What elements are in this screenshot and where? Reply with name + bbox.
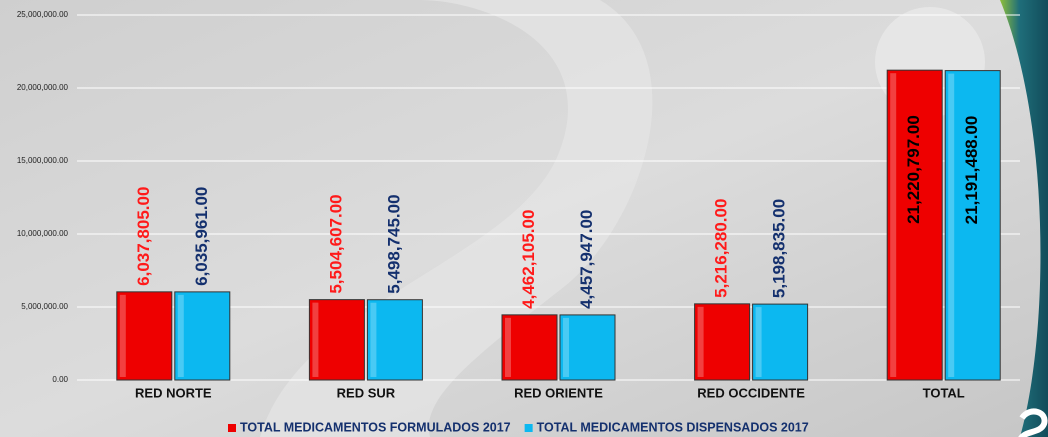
bar-highlight [312,302,319,377]
bar [944,70,1001,381]
plot: 0.00 5,000,000.00 10,000,000.00 15,000,000.… [17,10,1020,434]
bar [886,69,943,381]
bar-highlight [697,306,704,377]
bar [366,299,423,381]
y-tick-label: 15,000,000.00 [17,156,69,165]
x-tick-label: RED SUR [337,385,396,400]
bar [116,291,173,381]
y-tick-label: 20,000,000.00 [17,83,69,92]
legend-swatch [228,424,236,432]
bar [501,314,558,381]
value-label: 4,462,105.00 [519,210,538,309]
bar-highlight [563,317,569,377]
bar [694,303,751,381]
bar-highlight [505,317,511,377]
bar-highlight [755,307,762,377]
bar-highlight [370,302,377,377]
value-label: 5,216,280.00 [712,199,731,298]
bar-highlight [119,294,126,377]
value-label: 5,504,607.00 [326,194,345,293]
logo [1018,408,1048,437]
legend-swatch [524,424,533,432]
y-tick-label: 5,000,000.00 [21,302,68,311]
bar-highlight [177,294,184,377]
x-tick-label: RED OCCIDENTE [697,385,805,400]
value-label: 21,220,797.00 [904,115,923,224]
bar [752,303,809,381]
x-tick-label: RED NORTE [135,385,212,400]
bar [174,291,231,381]
value-label: 4,457,947.00 [577,210,596,309]
bar [559,314,616,381]
bar [308,299,365,381]
x-tick-label: TOTAL [923,385,965,400]
y-tick-label: 10,000,000.00 [17,229,69,238]
y-tick-label: 0.00 [52,375,68,384]
y-tick-label: 25,000,000.00 [17,10,69,19]
bar-highlight [948,73,955,377]
legend-label: TOTAL MEDICAMENTOS FORMULADOS 2017 [240,420,511,434]
x-tick-label: RED ORIENTE [514,385,603,400]
decor-edge [1000,0,1048,437]
value-label: 6,037,805.00 [134,187,153,286]
legend-label: TOTAL MEDICAMENTOS DISPENSADOS 2017 [537,420,809,434]
bar-highlight [890,73,897,377]
value-label: 6,035,961.00 [192,187,211,286]
value-label: 5,498,745.00 [384,194,403,293]
value-label: 21,191,488.00 [962,116,981,225]
value-label: 5,198,835.00 [770,199,789,298]
